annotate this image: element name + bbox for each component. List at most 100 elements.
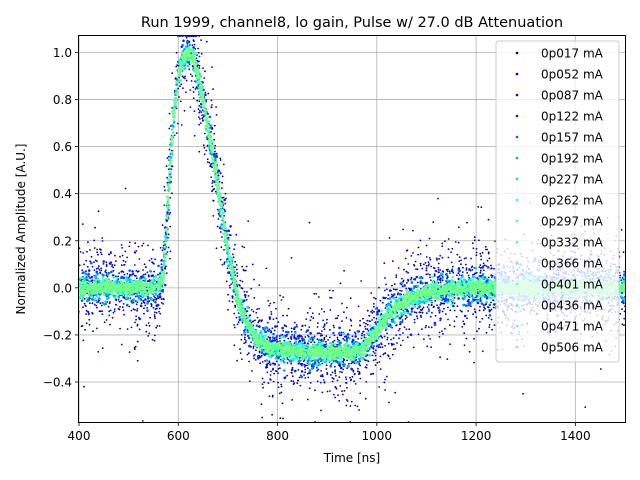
data-point (154, 296, 157, 299)
data-point (197, 108, 200, 111)
data-point (197, 64, 199, 67)
data-point (465, 257, 467, 259)
data-point (94, 274, 98, 277)
data-point (619, 295, 623, 298)
data-point (476, 292, 479, 295)
data-point (294, 331, 297, 334)
data-point (371, 309, 374, 312)
data-point (119, 305, 121, 308)
data-point (199, 118, 201, 120)
data-point (283, 369, 286, 372)
data-point (405, 328, 408, 331)
data-point (287, 337, 290, 340)
data-point (248, 360, 251, 363)
data-point (390, 320, 394, 323)
data-point (117, 295, 121, 299)
data-point (84, 272, 87, 276)
data-point (219, 172, 222, 175)
data-point (282, 296, 285, 298)
data-point (279, 367, 281, 369)
data-point (112, 269, 115, 272)
data-point (203, 132, 206, 135)
data-point (233, 248, 236, 251)
data-point (345, 317, 348, 319)
data-point (407, 263, 410, 265)
data-point (205, 99, 208, 101)
data-point (332, 331, 335, 335)
data-point (261, 361, 264, 363)
data-point (419, 311, 422, 314)
data-point (349, 376, 351, 379)
data-point (275, 336, 278, 340)
data-point (283, 376, 287, 380)
data-point (199, 122, 202, 124)
data-point (296, 325, 298, 328)
data-point (334, 386, 337, 388)
data-point (256, 316, 259, 319)
data-point (325, 340, 327, 343)
data-point (131, 270, 134, 273)
data-point (268, 328, 271, 331)
data-point (191, 44, 194, 46)
data-point (430, 346, 432, 349)
data-point (192, 91, 195, 93)
data-point (387, 342, 390, 345)
data-point (231, 297, 234, 299)
data-point (86, 250, 88, 253)
data-point (438, 258, 440, 260)
data-point (93, 239, 96, 242)
data-point (159, 312, 162, 315)
data-point (154, 317, 156, 319)
data-point (342, 368, 345, 371)
data-point (163, 267, 166, 270)
data-point (322, 379, 325, 381)
data-point (372, 359, 375, 362)
data-point (316, 380, 319, 383)
data-point (434, 314, 437, 317)
data-point (475, 254, 478, 257)
data-point (143, 301, 146, 304)
data-point (392, 260, 394, 263)
data-point (439, 304, 442, 306)
data-point (100, 269, 103, 272)
data-point (446, 279, 449, 282)
data-point (479, 270, 482, 272)
data-point (295, 342, 298, 346)
data-point (474, 272, 477, 275)
data-point (291, 334, 293, 336)
data-point (166, 176, 169, 179)
data-point (493, 267, 495, 270)
data-point (136, 309, 139, 312)
data-point (96, 301, 98, 303)
data-point (135, 269, 138, 272)
data-point (333, 334, 336, 337)
data-point (205, 149, 208, 152)
data-point (142, 273, 145, 276)
data-point (216, 156, 219, 158)
data-point (343, 311, 345, 314)
data-point (235, 264, 238, 266)
data-point (234, 243, 236, 246)
data-point (143, 312, 145, 315)
data-point (163, 298, 165, 301)
data-point (479, 305, 481, 308)
data-point (197, 51, 200, 54)
data-point (400, 281, 404, 285)
data-point (452, 271, 455, 274)
data-point (473, 308, 476, 311)
data-point (350, 362, 353, 365)
data-point (413, 321, 416, 324)
data-point (488, 257, 491, 260)
data-point (258, 307, 260, 310)
data-point (310, 367, 314, 370)
data-point (329, 336, 331, 339)
data-point (219, 231, 222, 233)
data-point (108, 302, 111, 305)
data-point (128, 273, 132, 277)
data-point (483, 295, 487, 299)
data-point (128, 241, 131, 244)
data-point (169, 250, 172, 253)
data-point (247, 295, 250, 297)
data-point (422, 306, 425, 309)
data-point (311, 363, 313, 366)
